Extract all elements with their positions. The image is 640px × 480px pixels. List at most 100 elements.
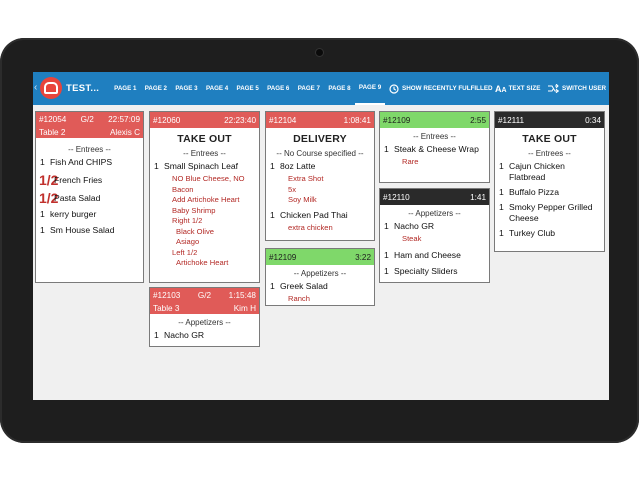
tab-page-8[interactable]: PAGE 8 bbox=[328, 85, 351, 92]
ticket-12111[interactable]: #12111 0:34 TAKE OUT -- Entrees -- 1 Caju… bbox=[494, 111, 605, 252]
item-qty: 1 bbox=[154, 330, 159, 340]
item-name: Sm House Salad bbox=[50, 225, 115, 235]
list-item[interactable]: 1 Fish And CHIPS bbox=[36, 157, 143, 168]
ticket-12109-appetizers[interactable]: #12109 3:22 -- Appetizers -- 1 Greek Sala… bbox=[265, 248, 375, 306]
ticket-id: #12060 bbox=[153, 115, 181, 125]
item-qty: 1 bbox=[40, 225, 45, 235]
app-logo-icon[interactable] bbox=[40, 77, 62, 99]
show-recently-fulfilled-button[interactable]: SHOW RECENTLY FULFILLED bbox=[389, 72, 493, 105]
order-type: TAKE OUT bbox=[522, 133, 577, 145]
ticket-id: #12104 bbox=[269, 115, 297, 125]
course-label: -- Entrees -- bbox=[413, 132, 456, 141]
item-qty: 1 bbox=[154, 161, 159, 171]
ticket-id: #12109 bbox=[269, 252, 297, 262]
ticket-id: #12103 bbox=[153, 290, 181, 300]
item-name: French Fries bbox=[54, 174, 103, 185]
item-name: Nacho GR bbox=[164, 330, 205, 340]
tab-page-3[interactable]: PAGE 3 bbox=[175, 85, 198, 92]
ticket-12104[interactable]: #12104 1:08:41 DELIVERY -- No Course spe… bbox=[265, 111, 375, 241]
list-item[interactable]: 1 Ham and Cheese bbox=[380, 250, 489, 261]
tab-page-2[interactable]: PAGE 2 bbox=[144, 85, 168, 92]
item-qty: 1 bbox=[40, 157, 45, 167]
tab-page-5[interactable]: PAGE 5 bbox=[236, 85, 259, 92]
item-name: Pasta Salad bbox=[54, 192, 101, 203]
tab-page-4[interactable]: PAGE 4 bbox=[205, 85, 229, 92]
ticket-12060[interactable]: #12060 22:23:40 TAKE OUT -- Entrees -- 1… bbox=[149, 111, 260, 283]
course-label: -- Entrees -- bbox=[183, 149, 226, 158]
list-item[interactable]: 1 Smoky Pepper Grilled Cheese bbox=[495, 202, 604, 224]
list-item[interactable]: 1 8oz Latte bbox=[266, 161, 374, 172]
text-size-button[interactable]: AA TEXT SIZE bbox=[495, 72, 540, 105]
ticket-header: #12104 1:08:41 bbox=[266, 112, 374, 128]
list-item[interactable]: 1/2 Pasta Salad bbox=[36, 190, 143, 206]
ticket-time: 1:15:48 bbox=[228, 290, 256, 300]
modifier-list: Extra Shot 5x Soy Milk bbox=[266, 174, 374, 206]
guest-count: G/2 bbox=[197, 290, 212, 300]
item-qty: 1 bbox=[384, 144, 389, 154]
list-item[interactable]: 1 Specialty Sliders bbox=[380, 266, 489, 277]
item-qty: 1/2 bbox=[39, 190, 59, 206]
ticket-12054[interactable]: #12054 G/2 22:57:09 Table 2 Alexis C -- … bbox=[35, 111, 144, 283]
list-item[interactable]: 1 Greek Salad bbox=[266, 281, 374, 292]
modifier: 5x bbox=[288, 184, 297, 194]
list-item[interactable]: 1/2 French Fries bbox=[36, 173, 143, 187]
item-qty: 1 bbox=[384, 249, 389, 260]
course-label: -- Entrees -- bbox=[528, 149, 571, 158]
tab-page-1[interactable]: PAGE 1 bbox=[114, 85, 137, 92]
item-name: Buffalo Pizza bbox=[509, 187, 560, 197]
modifier: Baby Shrimp bbox=[172, 205, 216, 215]
ticket-header: #12110 1:41 bbox=[380, 189, 489, 205]
course-label: -- Entrees -- bbox=[68, 145, 111, 154]
list-item[interactable]: 1 Chicken Pad Thai bbox=[266, 210, 374, 221]
item-qty: 1 bbox=[499, 228, 504, 238]
text-size-icon: AA bbox=[495, 83, 507, 94]
list-item[interactable]: 1 Nacho GR bbox=[380, 221, 489, 232]
tab-page-6[interactable]: PAGE 6 bbox=[267, 85, 290, 92]
tab-page-9[interactable]: PAGE 9 bbox=[354, 72, 386, 105]
modifier: Extra Shot bbox=[288, 174, 324, 183]
ticket-time: 3:22 bbox=[355, 252, 371, 262]
item-name: Turkey Club bbox=[509, 228, 556, 238]
list-item[interactable]: 1 Small Spinach Leaf bbox=[150, 161, 259, 172]
modifier-list: Ranch bbox=[266, 294, 374, 305]
modifier: Artichoke Heart bbox=[176, 258, 229, 267]
ticket-12103[interactable]: #12103 G/2 1:15:48 Table 3 Kim H -- Appe… bbox=[149, 287, 260, 347]
item-name: 8oz Latte bbox=[280, 161, 316, 171]
item-qty: 1 bbox=[384, 221, 389, 231]
item-qty: 1 bbox=[270, 281, 275, 291]
order-type: DELIVERY bbox=[293, 133, 347, 145]
modifier-list: Steak bbox=[380, 234, 489, 245]
list-item[interactable]: 1 Buffalo Pizza bbox=[495, 187, 604, 198]
switch-user-button[interactable]: SWITCH USER bbox=[548, 72, 606, 105]
item-qty: 1 bbox=[384, 265, 389, 276]
kds-screen: ‹ TEST... PAGE 1 PAGE 2 PAGE 3 PAGE 4 PA… bbox=[33, 72, 609, 400]
list-item[interactable]: 1 Steak & Cheese Wrap bbox=[380, 144, 489, 155]
item-qty: 1 bbox=[40, 209, 45, 219]
list-item[interactable]: 1 Sm House Salad bbox=[36, 225, 143, 236]
ticket-12109-entrees[interactable]: #12109 2:55 -- Entrees -- 1 Steak & Chees… bbox=[379, 111, 490, 183]
item-qty: 1 bbox=[270, 161, 275, 171]
modifier: NO Blue Cheese, NO Bacon bbox=[172, 174, 245, 194]
item-name: Cajun Chicken Flatbread bbox=[509, 161, 565, 182]
app-title[interactable]: TEST... bbox=[66, 83, 100, 94]
list-item[interactable]: 1 kerry burger bbox=[36, 209, 143, 220]
modifier: Add Artichoke Heart bbox=[172, 195, 240, 204]
list-item[interactable]: 1 Nacho GR bbox=[150, 330, 259, 341]
server-name: Kim H bbox=[233, 303, 256, 313]
back-chevron-icon[interactable]: ‹ bbox=[34, 82, 38, 93]
item-qty: 1 bbox=[499, 202, 504, 212]
ticket-id: #12109 bbox=[383, 115, 411, 125]
ticket-time: 1:08:41 bbox=[343, 115, 371, 125]
camera-icon bbox=[316, 49, 323, 56]
modifier: Black Olive bbox=[176, 226, 214, 236]
tab-page-7[interactable]: PAGE 7 bbox=[297, 85, 320, 92]
course-label: -- Appetizers -- bbox=[293, 269, 347, 278]
list-item[interactable]: 1 Turkey Club bbox=[495, 228, 604, 239]
switch-arrows-icon bbox=[548, 84, 559, 93]
table-label: Table 2 bbox=[39, 127, 66, 137]
clock-icon bbox=[389, 83, 399, 94]
list-item[interactable]: 1 Cajun Chicken Flatbread bbox=[495, 161, 604, 183]
item-qty: 1 bbox=[270, 209, 275, 220]
server-name: Alexis C bbox=[109, 127, 140, 137]
ticket-12110[interactable]: #12110 1:41 -- Appetizers -- 1 Nacho GR S… bbox=[379, 188, 490, 283]
